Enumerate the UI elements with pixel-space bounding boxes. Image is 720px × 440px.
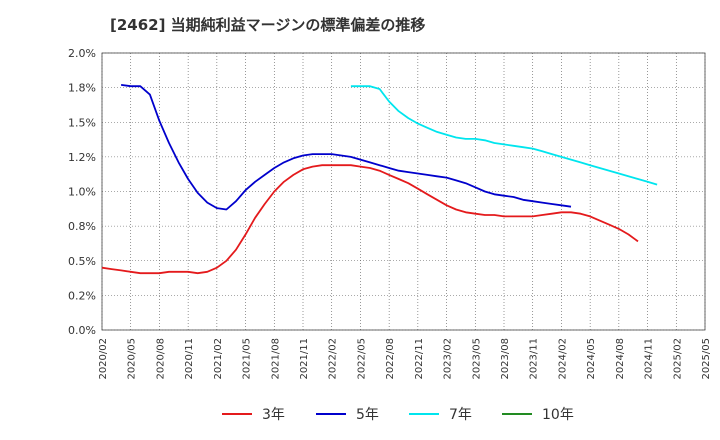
x-tick-label: 2022/02 bbox=[328, 338, 339, 380]
legend-label: 3年 bbox=[262, 407, 285, 423]
y-tick-label: 2.0% bbox=[68, 47, 96, 60]
line-chart: 0.0% 0.2% 0.5% 0.8% 1.0% 1.2% 1.5% 1.8% 2.0% 2020… bbox=[68, 47, 712, 380]
legend-label: 7年 bbox=[449, 407, 472, 423]
x-tick-label: 2023/08 bbox=[500, 338, 511, 380]
y-tick-label: 0.0% bbox=[68, 324, 96, 337]
x-tick-label: 2021/05 bbox=[242, 338, 253, 380]
legend-label: 5年 bbox=[356, 407, 379, 423]
y-tick-label: 0.8% bbox=[68, 220, 96, 233]
x-tick-label: 2020/11 bbox=[184, 338, 195, 380]
legend-label: 10年 bbox=[542, 407, 574, 423]
plot-frame bbox=[101, 52, 706, 331]
x-tick-label: 2020/02 bbox=[98, 338, 109, 380]
series-line bbox=[101, 164, 639, 275]
x-tick-label: 2021/02 bbox=[213, 338, 224, 380]
x-tick-label: 2022/08 bbox=[385, 338, 396, 380]
y-tick-label: 0.5% bbox=[68, 255, 96, 268]
chart-legend: 3年 5年 7年 10年 bbox=[0, 402, 720, 426]
x-tick-label: 2025/05 bbox=[701, 338, 712, 380]
x-tick-label: 2023/05 bbox=[471, 338, 482, 380]
x-tick-label: 2021/11 bbox=[299, 338, 310, 380]
y-tick-label: 1.5% bbox=[68, 116, 96, 129]
legend-item: 10年 bbox=[502, 402, 574, 426]
y-tick-label: 0.2% bbox=[68, 289, 96, 302]
legend-item: 7年 bbox=[409, 402, 472, 426]
x-tick-label: 2022/11 bbox=[414, 338, 425, 380]
y-tick-label: 1.2% bbox=[68, 151, 96, 164]
x-tick-label: 2024/02 bbox=[557, 338, 568, 380]
series-line bbox=[120, 84, 572, 211]
x-tick-label: 2020/05 bbox=[127, 338, 138, 380]
legend-swatch bbox=[222, 413, 252, 415]
x-tick-label: 2024/11 bbox=[644, 338, 655, 380]
legend-swatch bbox=[502, 413, 532, 415]
y-tick-label: 1.8% bbox=[68, 82, 96, 95]
x-tick-label: 2024/05 bbox=[586, 338, 597, 380]
x-tick-label: 2023/11 bbox=[529, 338, 540, 380]
x-tick-label: 2022/05 bbox=[356, 338, 367, 380]
y-tick-label: 1.0% bbox=[68, 186, 96, 199]
series-line bbox=[350, 85, 658, 186]
legend-item: 3年 bbox=[222, 402, 285, 426]
chart-title: [2462] 当期純利益マージンの標準偏差の推移 bbox=[110, 16, 426, 34]
x-tick-label: 2024/08 bbox=[615, 338, 626, 380]
legend-swatch bbox=[409, 413, 439, 415]
x-tick-label: 2020/08 bbox=[155, 338, 166, 380]
x-tick-label: 2025/02 bbox=[672, 338, 683, 380]
legend-swatch bbox=[316, 413, 346, 415]
x-tick-label: 2021/08 bbox=[270, 338, 281, 380]
x-tick-label: 2023/02 bbox=[443, 338, 454, 380]
legend-item: 5年 bbox=[316, 402, 379, 426]
